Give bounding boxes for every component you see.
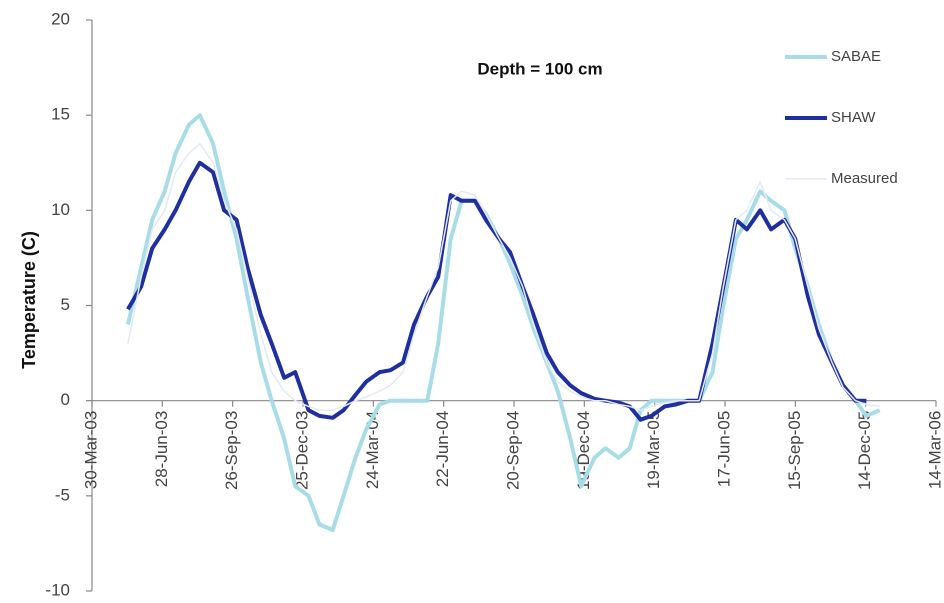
y-tick-label: 15	[51, 105, 70, 124]
legend-label: SHAW	[831, 109, 876, 126]
x-tick-label: 28-Jun-03	[152, 411, 171, 488]
y-tick-label: 20	[51, 9, 70, 28]
annotation: Depth = 100 cm	[477, 59, 602, 78]
x-tick-label: 25-Dec-03	[292, 411, 311, 490]
x-tick-label: 14-Dec-05	[855, 411, 874, 490]
x-tick-label: 22-Jun-04	[433, 411, 452, 488]
y-tick-label: -10	[45, 580, 70, 599]
y-tick-label: 10	[51, 200, 70, 219]
y-tick-label: 5	[61, 295, 70, 314]
x-tick-label: 19-Mar-05	[644, 411, 663, 489]
x-tick-label: 26-Sep-03	[222, 411, 241, 490]
legend-label: Measured	[831, 170, 898, 187]
x-tick-label: 15-Sep-05	[785, 411, 804, 490]
x-tick-label: 20-Sep-04	[503, 411, 522, 490]
y-tick-label: 0	[61, 390, 70, 409]
y-tick-label: -5	[55, 485, 70, 504]
y-axis-label: Temperature (C)	[19, 231, 39, 369]
x-tick-label: 17-Jun-05	[714, 411, 733, 488]
data-line	[125, 113, 881, 533]
x-tick-label: 24-Mar-04	[363, 411, 382, 489]
x-tick-label: 30-Mar-03	[81, 411, 100, 489]
x-tick-label: 14-Mar-06	[925, 411, 944, 489]
data-line	[127, 142, 880, 411]
legend-label: SABAE	[831, 48, 881, 65]
